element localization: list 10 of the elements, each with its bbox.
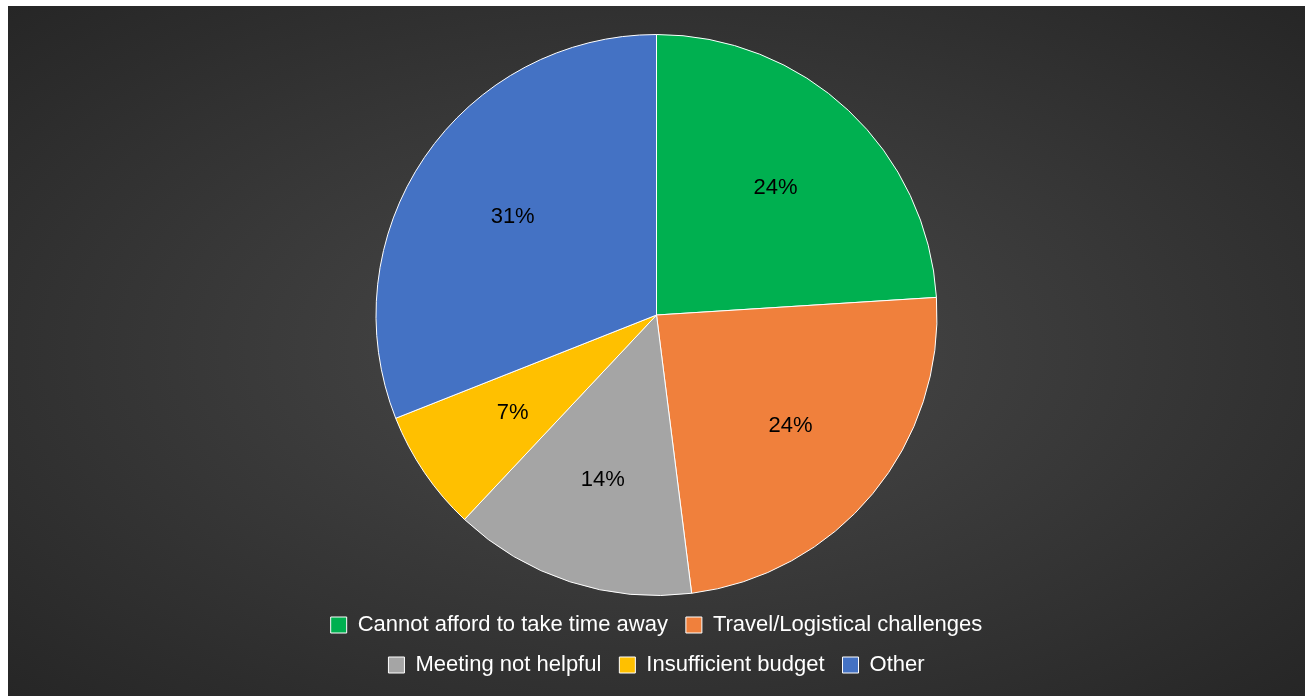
data-label: 24% <box>768 411 813 437</box>
data-label: 24% <box>753 174 798 200</box>
legend-label: Meeting not helpful <box>415 651 602 677</box>
data-label: 14% <box>580 466 625 492</box>
legend-label: Travel/Logistical challenges <box>712 611 983 637</box>
data-label: 7% <box>496 398 529 424</box>
legend-label: Insufficient budget <box>646 651 825 677</box>
legend-label: Cannot afford to take time away <box>357 611 668 637</box>
legend-label: Other <box>869 651 925 677</box>
data-label: 31% <box>490 203 535 229</box>
